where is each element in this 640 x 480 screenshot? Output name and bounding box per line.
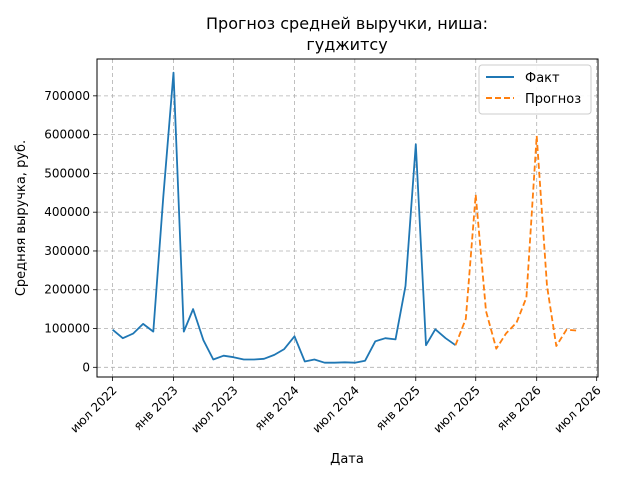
y-axis-label: Средняя выручка, руб. <box>14 140 29 296</box>
legend-label-fact: Факт <box>525 71 560 86</box>
chart-title-line-2: гуджитсу <box>306 35 387 54</box>
x-tick-label: янв 2024 <box>252 383 302 433</box>
x-axis-label: Дата <box>330 452 364 467</box>
y-tick-label: 600000 <box>44 128 90 142</box>
axis-ticks: 0 100000 200000 300000 400000 500000 600000 700… <box>44 89 604 436</box>
x-tick-label: янв 2023 <box>131 383 181 433</box>
x-tick-label: янв 2026 <box>494 383 544 433</box>
legend-label-forecast: Прогноз <box>525 92 581 107</box>
series-lines <box>112 71 577 364</box>
x-tick-label: июл 2022 <box>67 383 119 435</box>
y-tick-label: 0 <box>82 360 90 374</box>
series-line-forecast <box>454 134 577 350</box>
x-tick-label: июл 2024 <box>310 383 362 435</box>
x-tick-label: янв 2025 <box>373 383 423 433</box>
y-tick-label: 200000 <box>44 283 90 297</box>
y-tick-label: 500000 <box>44 166 90 180</box>
x-tick-label: июл 2025 <box>431 383 483 435</box>
x-tick-label: июл 2026 <box>552 383 604 435</box>
plot-frame <box>96 58 599 378</box>
x-tick-label: июл 2023 <box>188 383 240 435</box>
y-tick-label: 100000 <box>44 322 90 336</box>
y-tick-label: 700000 <box>44 89 90 103</box>
y-tick-label: 400000 <box>44 205 90 219</box>
chart-title-line-1: Прогноз средней выручки, ниша: <box>206 14 488 33</box>
series-line-fact <box>112 71 457 364</box>
y-tick-label: 300000 <box>44 244 90 258</box>
legend: Факт Прогноз <box>478 64 592 115</box>
